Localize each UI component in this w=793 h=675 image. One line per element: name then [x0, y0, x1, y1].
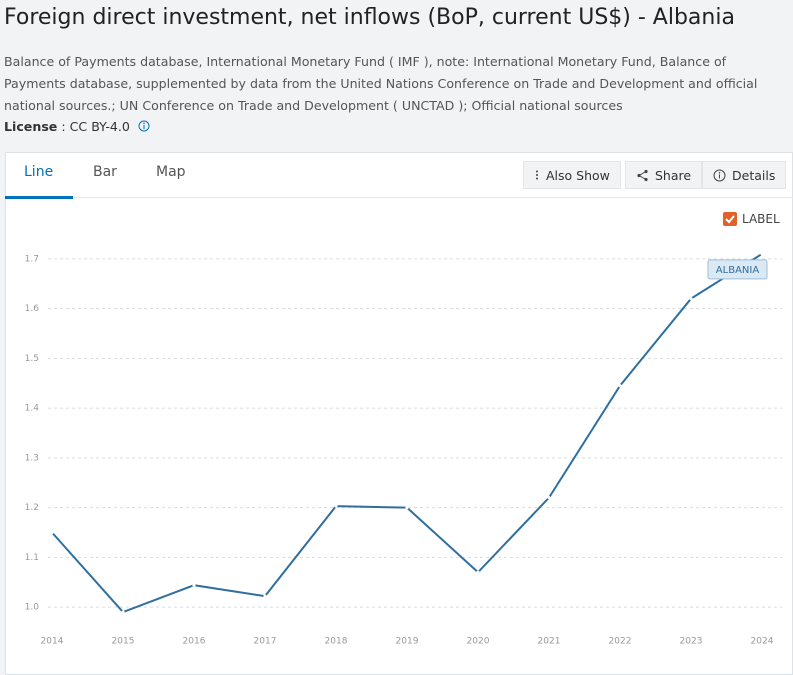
- tab-map[interactable]: Map: [156, 164, 186, 180]
- icon: [637, 169, 648, 181]
- tab-bar[interactable]: Bar: [93, 164, 117, 180]
- checkbox-label: LABEL: [742, 212, 780, 226]
- x-tick-label: 2017: [254, 637, 277, 647]
- x-tick-label: 2022: [609, 637, 632, 647]
- license-value[interactable]: : CC BY-4.0: [61, 119, 130, 134]
- y-tick-label: 1.2: [25, 503, 39, 513]
- also-show-button[interactable]: Also Show: [523, 161, 621, 189]
- source-note: Balance of Payments database, Internatio…: [4, 54, 758, 113]
- license-label: License: [4, 119, 58, 134]
- y-tick-label: 1.4: [25, 404, 40, 414]
- tab-divider: [5, 197, 793, 198]
- x-tick-label: 2015: [112, 637, 135, 647]
- y-tick-label: 1.6: [25, 304, 40, 314]
- point: [689, 297, 693, 301]
- point: [50, 530, 54, 535]
- series-label: ALBANIA: [716, 265, 760, 276]
- chart-panel: [5, 152, 793, 675]
- x-tick-label: 2021: [538, 637, 561, 647]
- y-tick-label: 1.1: [25, 553, 39, 563]
- y-tick-label: 1.5: [25, 354, 39, 364]
- x-tick-label: 2016: [183, 637, 206, 647]
- share-button[interactable]: Share: [625, 161, 703, 189]
- point: [618, 384, 622, 388]
- icon: [536, 170, 538, 180]
- x-tick-label: 2020: [467, 637, 490, 647]
- y-tick-label: 1.7: [25, 254, 39, 264]
- point: [121, 610, 125, 614]
- point: [476, 570, 480, 574]
- checkbox[interactable]: [723, 212, 737, 226]
- button-label: Also Show: [546, 167, 610, 183]
- point: [192, 583, 196, 587]
- page-title: Foreign direct investment, net inflows (…: [4, 5, 735, 30]
- icon: [713, 169, 726, 181]
- label-toggle[interactable]: LABEL: [723, 212, 780, 226]
- point: [334, 504, 338, 508]
- tab-underline: [5, 196, 73, 199]
- button-label: Share: [655, 167, 692, 183]
- point: [405, 506, 409, 510]
- series-label-box: [707, 259, 768, 280]
- x-tick-label: 2018: [325, 637, 348, 647]
- y-tick-label: 1.3: [25, 453, 39, 463]
- info-icon[interactable]: [138, 120, 150, 132]
- details-button[interactable]: Details: [702, 161, 787, 189]
- tab-line[interactable]: Line: [24, 164, 54, 180]
- point: [547, 496, 551, 500]
- button-label: Details: [732, 167, 776, 183]
- point: [263, 594, 267, 598]
- x-tick-label: 2024: [751, 637, 774, 647]
- series-line: [51, 253, 763, 614]
- point: [760, 252, 764, 256]
- y-tick-label: 1.0: [25, 603, 40, 613]
- x-tick-label: 2014: [41, 637, 64, 647]
- license: License : CC BY-4.0: [4, 119, 150, 134]
- x-tick-label: 2023: [680, 637, 703, 647]
- x-tick-label: 2019: [396, 637, 419, 647]
